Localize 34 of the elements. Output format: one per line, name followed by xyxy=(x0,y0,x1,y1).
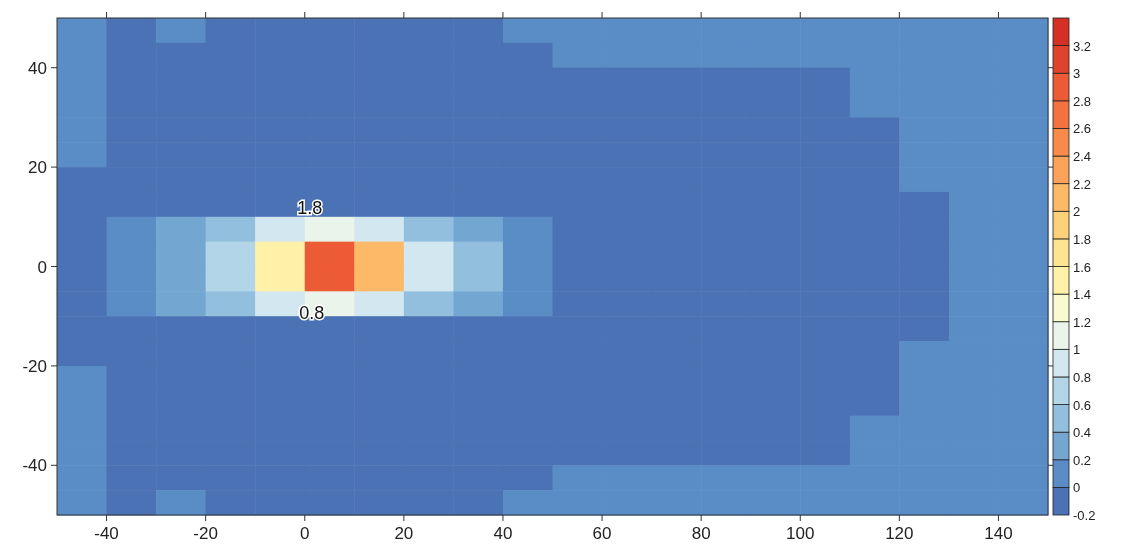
y-tick-label: 20 xyxy=(28,158,47,178)
x-tick-label: -20 xyxy=(193,524,218,543)
y-tick-label: -40 xyxy=(22,456,47,476)
y-tick-label: -20 xyxy=(22,356,47,376)
x-tick-label: -40 xyxy=(94,524,119,543)
color-bar-label: 1.4 xyxy=(1073,287,1092,303)
color-bar-label: 0.8 xyxy=(1073,369,1092,385)
annotation: 1.8 xyxy=(297,198,323,219)
color-bar-label: 3 xyxy=(1073,66,1081,82)
color-bar-label: 0.6 xyxy=(1073,397,1092,413)
color-bar-label: -0.2 xyxy=(1073,508,1096,523)
x-tick-label: 20 xyxy=(394,524,414,543)
x-tick-label: 60 xyxy=(592,524,612,543)
color-bar-label: 1.2 xyxy=(1073,314,1092,330)
x-tick-label: 80 xyxy=(691,524,711,543)
color-bar-label: 3.2 xyxy=(1073,38,1092,54)
y-tick-label: 0 xyxy=(37,257,47,277)
color-bar-label: 2.6 xyxy=(1073,121,1092,137)
y-tick-label: 40 xyxy=(28,58,47,78)
color-bar-label: 1.6 xyxy=(1073,259,1092,275)
x-tick-label: 140 xyxy=(984,524,1013,543)
x-tick-label: 100 xyxy=(786,524,815,543)
color-bar-label: 2.4 xyxy=(1073,149,1092,165)
x-tick-label: 120 xyxy=(885,524,914,543)
color-bar-label: 2.8 xyxy=(1073,93,1092,109)
color-bar-label: 1.8 xyxy=(1073,231,1092,247)
color-bar-label: 0.4 xyxy=(1073,425,1092,441)
color-bar-label: 2 xyxy=(1073,204,1081,220)
color-bar-label: 2.2 xyxy=(1073,176,1092,192)
x-tick-label: 0 xyxy=(300,524,310,543)
color-bar-label: 0.2 xyxy=(1073,452,1092,468)
color-bar-label: 0 xyxy=(1073,480,1081,496)
color-bar-label: 1 xyxy=(1073,342,1081,358)
x-tick-label: 40 xyxy=(493,524,513,543)
